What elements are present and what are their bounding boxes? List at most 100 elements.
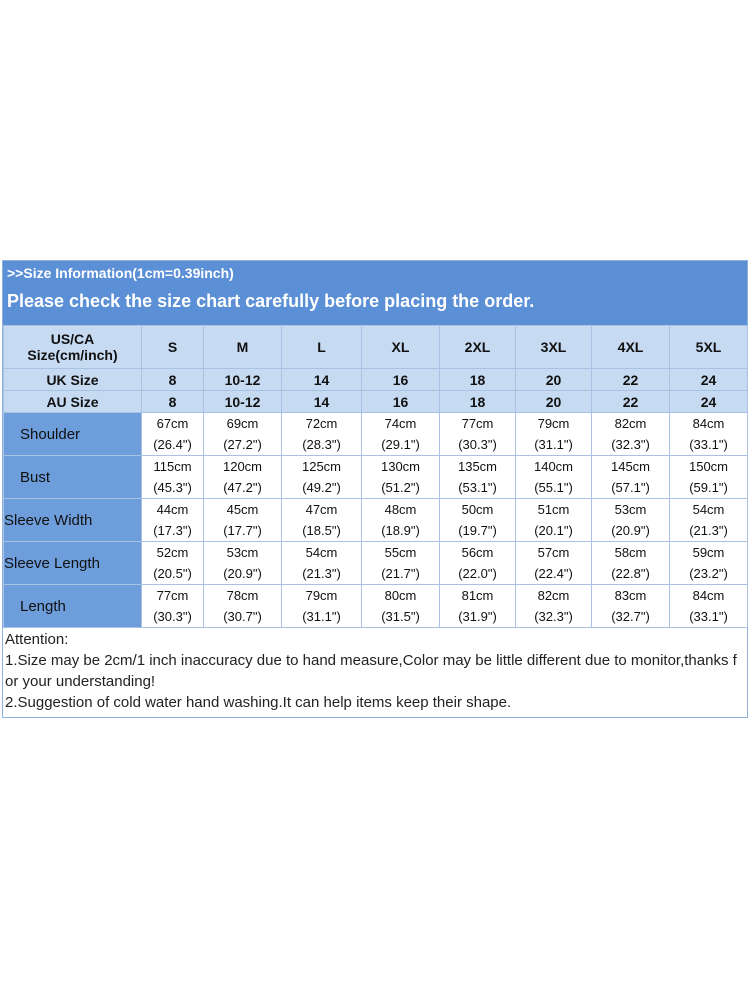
- measure-cell: 48cm (18.9"): [361, 498, 440, 542]
- size-value: 16: [361, 390, 440, 413]
- measure-cell: 72cm (28.3"): [281, 412, 362, 456]
- measure-cell: 67cm (26.4"): [141, 412, 204, 456]
- inch-value: (45.3"): [153, 480, 192, 495]
- inch-value: (22.4"): [534, 566, 573, 581]
- note-line: 1.Size may be 2cm/1 inch inaccuracy due …: [5, 652, 737, 690]
- cm-value: 115cm: [153, 459, 192, 474]
- cm-value: 51cm: [537, 502, 570, 517]
- size-name: L: [281, 325, 362, 369]
- inch-value: (30.3"): [458, 437, 497, 452]
- measure-row: Sleeve Width 44cm (17.3") 45cm (17.7") 47cm (1…: [3, 498, 748, 542]
- inch-value: (30.7"): [223, 609, 262, 624]
- measure-cell: 53cm (20.9"): [203, 541, 282, 585]
- size-value: 18: [439, 368, 516, 391]
- measure-row: Sleeve Length 52cm (20.5") 53cm (20.9") 54cm (…: [3, 541, 748, 585]
- measure-cell: 56cm (22.0"): [439, 541, 516, 585]
- cm-value: 53cm: [614, 502, 647, 517]
- inch-value: (55.1"): [534, 480, 573, 495]
- inch-value: (32.3"): [611, 437, 650, 452]
- cm-value: 82cm: [537, 588, 570, 603]
- measure-cell: 82cm (32.3"): [515, 584, 592, 628]
- size-name: 2XL: [439, 325, 516, 369]
- measure-label: Shoulder: [3, 412, 142, 456]
- inch-value: (29.1"): [381, 437, 420, 452]
- measure-cell: 58cm (22.8"): [591, 541, 670, 585]
- measure-cell: 135cm (53.1"): [439, 455, 516, 499]
- measure-cell: 83cm (32.7"): [591, 584, 670, 628]
- inch-value: (33.1"): [689, 437, 728, 452]
- inch-value: (32.7"): [611, 609, 650, 624]
- measure-cell: 78cm (30.7"): [203, 584, 282, 628]
- header-subtitle: Please check the size chart carefully be…: [7, 291, 535, 311]
- measure-label: Sleeve Length: [3, 541, 142, 585]
- size-name: 5XL: [669, 325, 748, 369]
- size-value: 20: [515, 368, 592, 391]
- inch-value: (31.1"): [302, 609, 341, 624]
- size-table: US/CA Size(cm/inch) S M L XL 2XL 3XL 4XL 5XL UK Si…: [3, 325, 748, 628]
- cm-value: 130cm: [380, 459, 421, 474]
- size-name: XL: [361, 325, 440, 369]
- inch-value: (18.5"): [302, 523, 341, 538]
- size-value: 20: [515, 390, 592, 413]
- size-value: 10-12: [203, 390, 282, 413]
- cm-value: 52cm: [156, 545, 189, 560]
- inch-value: (28.3"): [302, 437, 341, 452]
- inch-value: (21.3"): [302, 566, 341, 581]
- note-line: Attention:: [5, 631, 69, 648]
- size-value: 8: [141, 390, 204, 413]
- cm-value: 67cm: [156, 416, 189, 431]
- size-value: 8: [141, 368, 204, 391]
- measure-label: Length: [3, 584, 142, 628]
- size-value: 24: [669, 390, 748, 413]
- cm-value: 81cm: [461, 588, 494, 603]
- cm-value: 54cm: [305, 545, 338, 560]
- header-label: US/CA Size(cm/inch): [3, 325, 142, 369]
- measure-cell: 145cm (57.1"): [591, 455, 670, 499]
- inch-value: (21.7"): [381, 566, 420, 581]
- measure-cell: 79cm (31.1"): [515, 412, 592, 456]
- cm-value: 45cm: [226, 502, 259, 517]
- size-row: UK Size 8 10-12 14 16 18 20 22 24: [3, 368, 748, 391]
- inch-value: (20.9"): [223, 566, 262, 581]
- cm-value: 59cm: [692, 545, 725, 560]
- size-value: 14: [281, 368, 362, 391]
- inch-value: (31.1"): [534, 437, 573, 452]
- measure-cell: 50cm (19.7"): [439, 498, 516, 542]
- inch-value: (49.2"): [302, 480, 341, 495]
- inch-value: (31.5"): [381, 609, 420, 624]
- cm-value: 84cm: [692, 588, 725, 603]
- measure-cell: 59cm (23.2"): [669, 541, 748, 585]
- measure-cell: 140cm (55.1"): [515, 455, 592, 499]
- measure-cell: 51cm (20.1"): [515, 498, 592, 542]
- measure-cell: 81cm (31.9"): [439, 584, 516, 628]
- cm-value: 50cm: [461, 502, 494, 517]
- inch-value: (20.9"): [611, 523, 650, 538]
- cm-value: 125cm: [301, 459, 342, 474]
- measure-row: Bust 115cm (45.3") 120cm (47.2") 125cm (49.2")…: [3, 455, 748, 499]
- measure-cell: 120cm (47.2"): [203, 455, 282, 499]
- cm-value: 84cm: [692, 416, 725, 431]
- measure-cell: 47cm (18.5"): [281, 498, 362, 542]
- inch-value: (20.5"): [153, 566, 192, 581]
- cm-value: 57cm: [537, 545, 570, 560]
- cm-value: 79cm: [305, 588, 338, 603]
- inch-value: (21.3"): [689, 523, 728, 538]
- cm-value: 140cm: [533, 459, 574, 474]
- size-value: 14: [281, 390, 362, 413]
- inch-value: (26.4"): [153, 437, 192, 452]
- measure-row: Length 77cm (30.3") 78cm (30.7") 79cm (31.1") 8…: [3, 584, 748, 628]
- cm-value: 58cm: [614, 545, 647, 560]
- measure-label: Bust: [3, 455, 142, 499]
- cm-value: 72cm: [305, 416, 338, 431]
- cm-value: 74cm: [384, 416, 417, 431]
- cm-value: 120cm: [222, 459, 263, 474]
- size-chart: >>Size Information(1cm=0.39inch) Please …: [2, 260, 748, 718]
- measure-cell: 84cm (33.1"): [669, 412, 748, 456]
- inch-value: (27.2"): [223, 437, 262, 452]
- cm-value: 54cm: [692, 502, 725, 517]
- measure-label: Sleeve Width: [3, 498, 142, 542]
- measure-cell: 44cm (17.3"): [141, 498, 204, 542]
- cm-value: 82cm: [614, 416, 647, 431]
- cm-value: 47cm: [305, 502, 338, 517]
- size-name: 3XL: [515, 325, 592, 369]
